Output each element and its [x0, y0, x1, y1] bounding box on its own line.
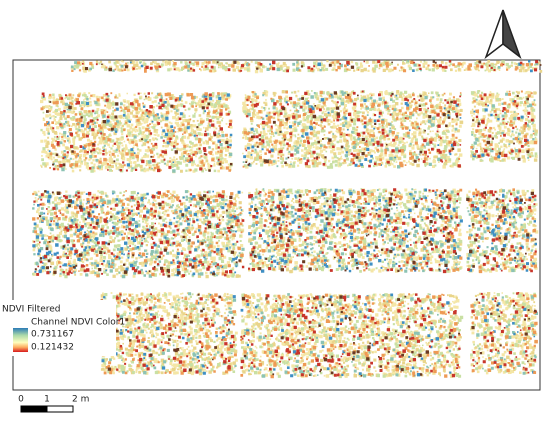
scale-segment — [46, 405, 74, 413]
scale-label: 0 — [18, 395, 24, 405]
scale-segment — [20, 405, 48, 413]
ndvi-pixels — [32, 60, 539, 378]
ndvi-pixels — [32, 60, 538, 379]
scale-label: 2 m — [72, 395, 89, 405]
north-arrow-left — [484, 9, 504, 60]
ndvi-pixels — [32, 60, 538, 379]
scale-label: 1 — [44, 395, 50, 405]
legend-ramp — [13, 328, 28, 352]
ndvi-pixels — [32, 60, 539, 378]
ndvi-pixels — [33, 60, 543, 378]
ndvi-pixels — [34, 60, 542, 377]
legend: NDVI Filtered Channel NDVI Color1 0.7311… — [0, 300, 125, 356]
north-arrow-right — [502, 9, 522, 60]
ndvi-pixels — [32, 60, 538, 378]
north-arrow — [484, 9, 522, 60]
legend-min: 0.121432 — [31, 343, 74, 353]
legend-max: 0.731167 — [31, 330, 74, 340]
legend-title: NDVI Filtered — [2, 305, 61, 315]
legend-layer: Channel NDVI Color1 — [31, 318, 125, 328]
ndvi-raster — [32, 60, 543, 379]
scale-bar: 0 1 2 m — [18, 395, 89, 413]
